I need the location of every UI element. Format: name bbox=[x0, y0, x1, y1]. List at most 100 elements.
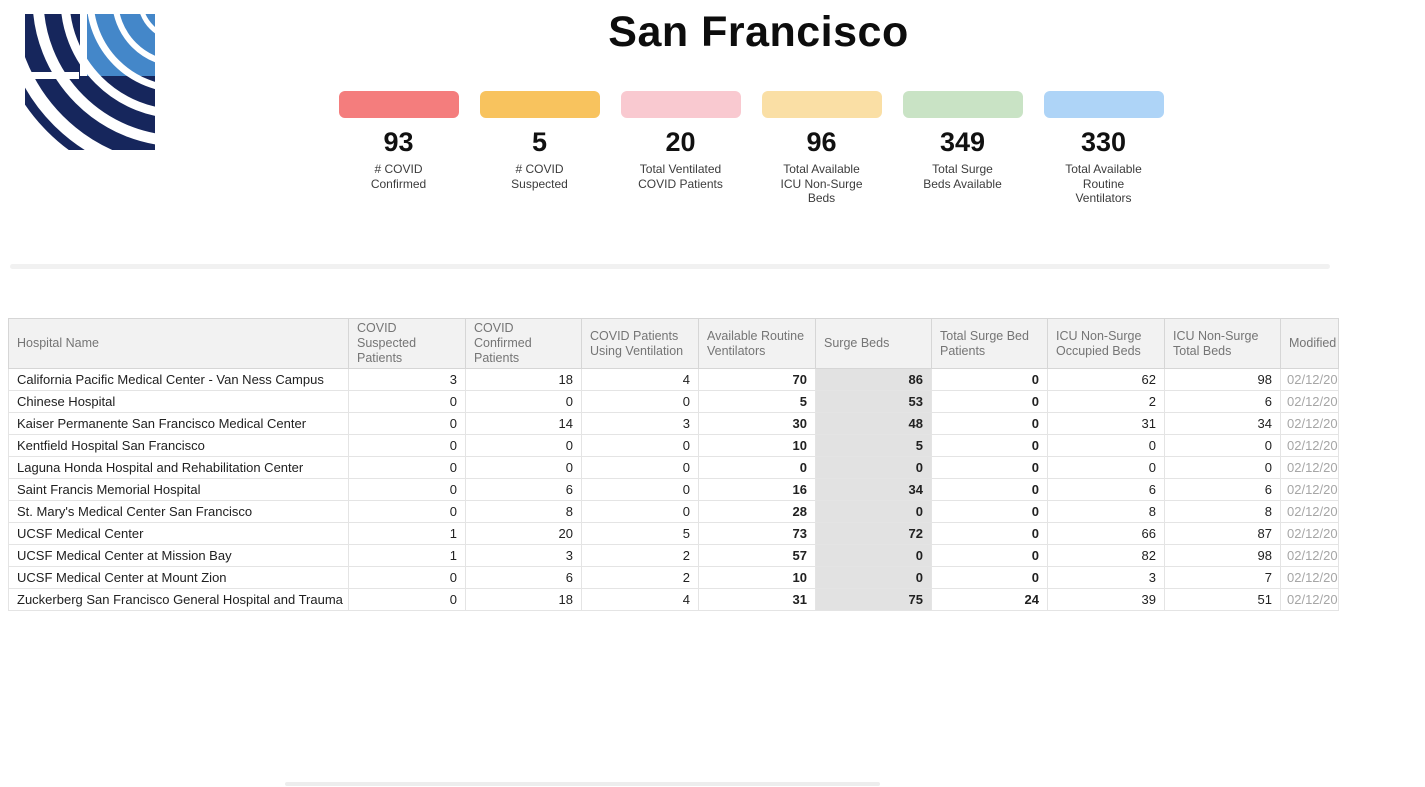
cell-hospital_name: Kentfield Hospital San Francisco bbox=[8, 434, 349, 457]
column-header-covid_suspected[interactable]: COVID Suspected Patients bbox=[348, 318, 466, 369]
stat-card-label: Total Available Routine Ventilators bbox=[1065, 162, 1142, 205]
table-row[interactable]: Zuckerberg San Francisco General Hospita… bbox=[8, 588, 1339, 611]
stat-card-color-bar bbox=[620, 91, 741, 118]
cell-covid_suspected: 0 bbox=[348, 588, 466, 611]
stat-card-covid-suspected[interactable]: 5 # COVID Suspected bbox=[477, 91, 602, 206]
column-header-covid_ventilation[interactable]: COVID Patients Using Ventilation bbox=[581, 318, 699, 369]
table-row[interactable]: Chinese Hospital 0 0 0 5 53 0 2 6 02/12/20 bbox=[8, 390, 1339, 413]
table-row[interactable]: St. Mary's Medical Center San Francisco 0… bbox=[8, 500, 1339, 523]
cell-modified: 02/12/20 bbox=[1280, 544, 1339, 567]
cell-icu_nonsurge_occupied: 82 bbox=[1047, 544, 1165, 567]
cell-hospital_name: Kaiser Permanente San Francisco Medical … bbox=[8, 412, 349, 435]
cell-total_surge_bed_patients: 24 bbox=[931, 588, 1048, 611]
cell-available_routine_ventilators: 57 bbox=[698, 544, 816, 567]
table-row[interactable]: California Pacific Medical Center - Van … bbox=[8, 368, 1339, 391]
cell-covid_ventilation: 0 bbox=[581, 478, 699, 501]
cell-covid_confirmed: 0 bbox=[465, 434, 582, 457]
table-row[interactable]: Laguna Honda Hospital and Rehabilitation… bbox=[8, 456, 1339, 479]
cell-covid_ventilation: 3 bbox=[581, 412, 699, 435]
cell-hospital_name: UCSF Medical Center at Mission Bay bbox=[8, 544, 349, 567]
cell-covid_ventilation: 4 bbox=[581, 588, 699, 611]
cell-modified: 02/12/20 bbox=[1280, 566, 1339, 589]
column-header-covid_confirmed[interactable]: COVID Confirmed Patients bbox=[465, 318, 582, 369]
cell-surge_beds: 5 bbox=[815, 434, 932, 457]
cell-covid_ventilation: 0 bbox=[581, 434, 699, 457]
cell-surge_beds: 72 bbox=[815, 522, 932, 545]
cell-icu_nonsurge_occupied: 0 bbox=[1047, 434, 1165, 457]
cell-covid_suspected: 1 bbox=[348, 544, 466, 567]
cell-icu_nonsurge_total: 6 bbox=[1164, 478, 1281, 501]
stat-card-color-bar bbox=[1043, 91, 1164, 118]
stat-card-surge-beds-available[interactable]: 349 Total Surge Beds Available bbox=[900, 91, 1025, 206]
cell-icu_nonsurge_occupied: 39 bbox=[1047, 588, 1165, 611]
cell-modified: 02/12/20 bbox=[1280, 412, 1339, 435]
stat-card-color-bar bbox=[479, 91, 600, 118]
table-row[interactable]: UCSF Medical Center at Mount Zion 0 6 2 10 0 0… bbox=[8, 566, 1339, 589]
cell-hospital_name: California Pacific Medical Center - Van … bbox=[8, 368, 349, 391]
cell-available_routine_ventilators: 70 bbox=[698, 368, 816, 391]
cell-icu_nonsurge_occupied: 31 bbox=[1047, 412, 1165, 435]
stat-card-ventilated-covid-patients[interactable]: 20 Total Ventilated COVID Patients bbox=[618, 91, 743, 206]
cell-available_routine_ventilators: 73 bbox=[698, 522, 816, 545]
column-header-hospital_name[interactable]: Hospital Name bbox=[8, 318, 349, 369]
stat-card-available-routine-ventilators[interactable]: 330 Total Available Routine Ventilators bbox=[1041, 91, 1166, 206]
cell-icu_nonsurge_occupied: 8 bbox=[1047, 500, 1165, 523]
table-body: California Pacific Medical Center - Van … bbox=[8, 368, 1339, 611]
cell-modified: 02/12/20 bbox=[1280, 478, 1339, 501]
cell-icu_nonsurge_occupied: 6 bbox=[1047, 478, 1165, 501]
cell-covid_confirmed: 18 bbox=[465, 368, 582, 391]
cell-surge_beds: 0 bbox=[815, 544, 932, 567]
cell-hospital_name: Saint Francis Memorial Hospital bbox=[8, 478, 349, 501]
table-row[interactable]: Kentfield Hospital San Francisco 0 0 0 10 5 0 0… bbox=[8, 434, 1339, 457]
stat-card-label: Total Ventilated COVID Patients bbox=[638, 162, 723, 191]
cell-icu_nonsurge_total: 0 bbox=[1164, 434, 1281, 457]
stat-card-value: 330 bbox=[1080, 127, 1127, 157]
column-header-icu_nonsurge_occupied[interactable]: ICU Non-Surge Occupied Beds bbox=[1047, 318, 1165, 369]
cell-icu_nonsurge_total: 51 bbox=[1164, 588, 1281, 611]
cell-surge_beds: 48 bbox=[815, 412, 932, 435]
cell-hospital_name: UCSF Medical Center at Mount Zion bbox=[8, 566, 349, 589]
cell-covid_confirmed: 14 bbox=[465, 412, 582, 435]
cell-total_surge_bed_patients: 0 bbox=[931, 456, 1048, 479]
cell-modified: 02/12/20 bbox=[1280, 368, 1339, 391]
column-header-available_routine_ventilators[interactable]: Available Routine Ventilators bbox=[698, 318, 816, 369]
horizontal-scrollbar[interactable] bbox=[285, 782, 880, 786]
table-header-row: Hospital Name COVID Suspected Patients COV… bbox=[8, 318, 1339, 369]
section-divider bbox=[10, 264, 1330, 269]
cell-icu_nonsurge_total: 34 bbox=[1164, 412, 1281, 435]
column-header-surge_beds[interactable]: Surge Beds bbox=[815, 318, 932, 369]
cell-covid_suspected: 0 bbox=[348, 412, 466, 435]
cell-covid_ventilation: 2 bbox=[581, 566, 699, 589]
table-row[interactable]: Saint Francis Memorial Hospital 0 6 0 16 34 0 6… bbox=[8, 478, 1339, 501]
cell-covid_ventilation: 2 bbox=[581, 544, 699, 567]
cell-icu_nonsurge_total: 98 bbox=[1164, 368, 1281, 391]
cell-total_surge_bed_patients: 0 bbox=[931, 368, 1048, 391]
column-header-modified[interactable]: Modified bbox=[1280, 318, 1339, 369]
cell-covid_suspected: 0 bbox=[348, 478, 466, 501]
cell-hospital_name: Laguna Honda Hospital and Rehabilitation… bbox=[8, 456, 349, 479]
cell-modified: 02/12/20 bbox=[1280, 522, 1339, 545]
table-row[interactable]: UCSF Medical Center 1 20 5 73 72 0 66 87 02/12/20 bbox=[8, 522, 1339, 545]
cell-covid_confirmed: 3 bbox=[465, 544, 582, 567]
stat-card-value: 5 bbox=[531, 127, 548, 157]
hospital-logo-icon bbox=[0, 0, 473, 292]
cell-available_routine_ventilators: 30 bbox=[698, 412, 816, 435]
stat-card-available-icu-nonsurge-beds[interactable]: 96 Total Available ICU Non-Surge Beds bbox=[759, 91, 884, 206]
stat-card-covid-confirmed[interactable]: 93 # COVID Confirmed bbox=[336, 91, 461, 206]
cell-covid_ventilation: 0 bbox=[581, 500, 699, 523]
cell-covid_suspected: 0 bbox=[348, 390, 466, 413]
column-header-icu_nonsurge_total[interactable]: ICU Non-Surge Total Beds bbox=[1164, 318, 1281, 369]
cell-surge_beds: 0 bbox=[815, 566, 932, 589]
cell-covid_ventilation: 4 bbox=[581, 368, 699, 391]
cell-covid_confirmed: 18 bbox=[465, 588, 582, 611]
table-row[interactable]: Kaiser Permanente San Francisco Medical … bbox=[8, 412, 1339, 435]
cell-available_routine_ventilators: 10 bbox=[698, 434, 816, 457]
column-header-total_surge_bed_patients[interactable]: Total Surge Bed Patients bbox=[931, 318, 1048, 369]
cell-surge_beds: 53 bbox=[815, 390, 932, 413]
cell-total_surge_bed_patients: 0 bbox=[931, 434, 1048, 457]
cell-surge_beds: 34 bbox=[815, 478, 932, 501]
cell-covid_suspected: 0 bbox=[348, 434, 466, 457]
stat-card-value: 93 bbox=[383, 127, 414, 157]
table-row[interactable]: UCSF Medical Center at Mission Bay 1 3 2 57 0… bbox=[8, 544, 1339, 567]
cell-icu_nonsurge_occupied: 66 bbox=[1047, 522, 1165, 545]
